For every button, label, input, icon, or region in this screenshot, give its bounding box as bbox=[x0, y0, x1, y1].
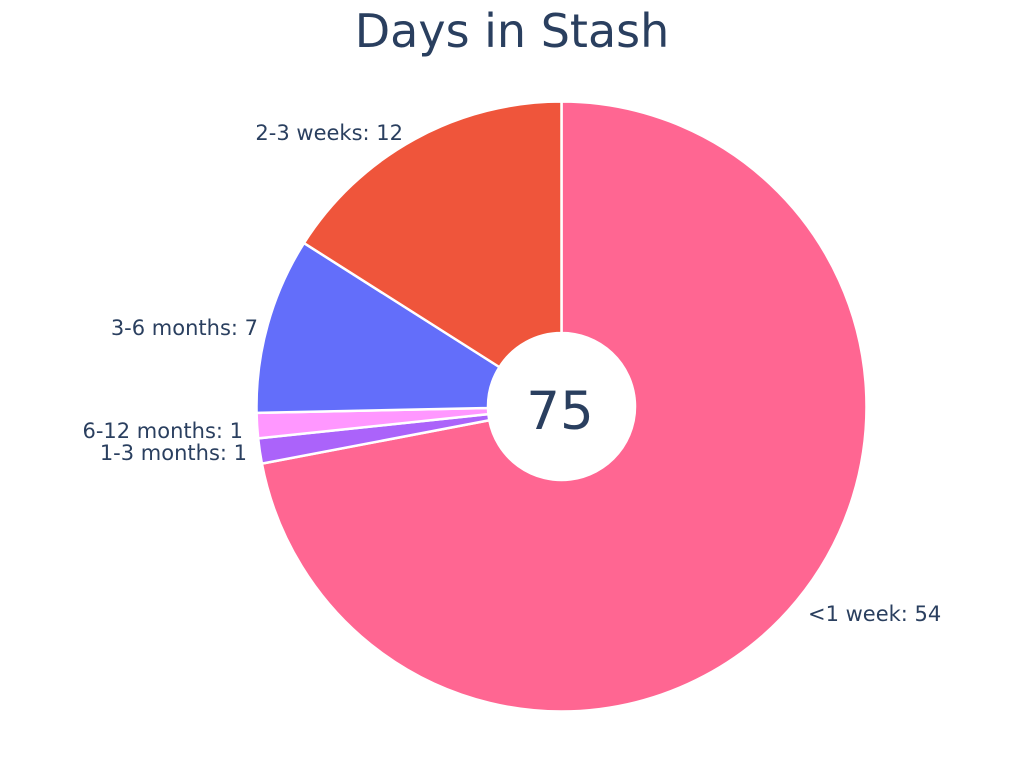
slice-label-1-3-months: 1-3 months: 1 bbox=[100, 441, 247, 465]
slice-label-3-6-months: 3-6 months: 7 bbox=[111, 316, 258, 340]
slice-label-6-12-months: 6-12 months: 1 bbox=[82, 419, 243, 443]
pie-slice-2-3-weeks[interactable] bbox=[302, 100, 563, 369]
pie-slice-3-6-months[interactable] bbox=[255, 241, 501, 415]
slice-label-1-week: <1 week: 54 bbox=[808, 602, 941, 626]
pie-slice-1-week[interactable] bbox=[260, 100, 868, 713]
slice-label-2-3-weeks: 2-3 weeks: 12 bbox=[255, 121, 403, 145]
center-total-label: 75 bbox=[526, 381, 593, 442]
chart-title: Days in Stash bbox=[354, 4, 670, 58]
